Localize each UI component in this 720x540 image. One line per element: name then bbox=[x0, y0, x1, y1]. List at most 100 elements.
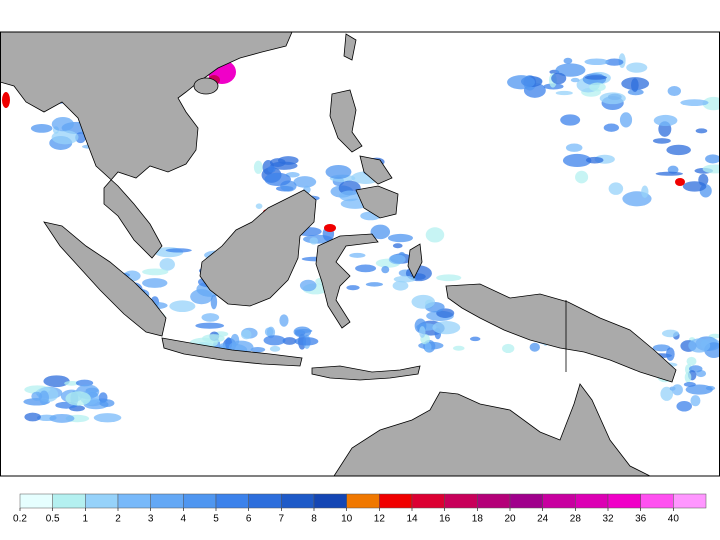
colorbar-label: 8 bbox=[311, 514, 317, 525]
rain-cell bbox=[165, 248, 192, 253]
rain-cell bbox=[627, 88, 644, 96]
rain-cell bbox=[605, 58, 624, 66]
colorbar-box bbox=[542, 493, 576, 509]
colorbar-label: 5 bbox=[213, 514, 219, 525]
rain-cell bbox=[299, 279, 317, 292]
rain-core bbox=[2, 92, 10, 108]
rain-cell bbox=[652, 138, 671, 144]
rain-cell bbox=[660, 386, 674, 401]
colorbar-box bbox=[379, 493, 413, 509]
rain-cell bbox=[142, 268, 169, 276]
rain-cell bbox=[584, 58, 609, 66]
rain-cell bbox=[683, 382, 696, 387]
colorbar-label: 40 bbox=[668, 514, 680, 525]
rain-cell bbox=[665, 347, 675, 361]
colorbar-box bbox=[215, 493, 249, 509]
colorbar-box bbox=[575, 493, 609, 509]
colorbar-box bbox=[346, 493, 380, 509]
rain-cell bbox=[680, 99, 709, 107]
colorbar-box bbox=[313, 493, 347, 509]
rain-cell bbox=[565, 143, 583, 152]
rain-cell bbox=[469, 336, 481, 342]
rain-cell bbox=[365, 282, 383, 287]
rain-cell bbox=[381, 265, 390, 274]
colorbar: 0.2 0.5 1 2 3 4 5 6 7 8 10 12 14 16 18 20 24 28 32 36 40 bbox=[13, 493, 707, 525]
rain-cell bbox=[195, 322, 225, 329]
rain-cell bbox=[190, 289, 213, 305]
colorbar-box bbox=[509, 493, 543, 509]
mindanao bbox=[355, 185, 399, 219]
rain-cell bbox=[51, 116, 74, 132]
rain-cell bbox=[293, 176, 317, 188]
rain-cell bbox=[589, 82, 606, 92]
colorbar-box bbox=[117, 493, 151, 509]
colorbar-label: 6 bbox=[246, 514, 252, 525]
colorbar-box bbox=[248, 493, 282, 509]
rain-cell bbox=[666, 144, 691, 156]
colorbar-label: 12 bbox=[374, 514, 386, 525]
rain-cell bbox=[93, 413, 122, 423]
borneo bbox=[199, 189, 317, 307]
colorbar-box bbox=[673, 493, 707, 509]
rain-cell bbox=[690, 395, 701, 407]
colorbar-label: 18 bbox=[472, 514, 484, 525]
colorbar-label: 36 bbox=[635, 514, 647, 525]
rain-cell bbox=[43, 375, 70, 388]
rain-cell bbox=[671, 384, 683, 396]
colorbar-box bbox=[411, 493, 445, 509]
rain-cell bbox=[264, 172, 292, 187]
rain-cell bbox=[349, 252, 366, 258]
rain-cell bbox=[652, 344, 671, 352]
rain-cell bbox=[436, 274, 462, 282]
rain-cell bbox=[294, 337, 319, 346]
rain-cell bbox=[570, 77, 580, 83]
colorbar-label: 1 bbox=[83, 514, 89, 525]
colorbar-box bbox=[183, 493, 217, 509]
colorbar-box bbox=[607, 493, 641, 509]
rain-cell bbox=[584, 75, 607, 80]
colorbar-box bbox=[477, 493, 511, 509]
colorbar-label: 14 bbox=[406, 514, 418, 525]
rain-cell bbox=[393, 275, 416, 283]
rain-cell bbox=[563, 57, 573, 64]
rain-core bbox=[324, 224, 336, 232]
rain-cell bbox=[653, 114, 678, 127]
rain-cell bbox=[608, 182, 624, 195]
rain-cell bbox=[240, 329, 252, 340]
rain-cell bbox=[682, 181, 707, 192]
rain-cell bbox=[619, 112, 633, 128]
rain-cell bbox=[370, 224, 391, 240]
rain-cell bbox=[253, 160, 263, 174]
colorbar-box bbox=[281, 493, 315, 509]
colorbar-label: 2 bbox=[115, 514, 121, 525]
rain-cell bbox=[507, 75, 535, 90]
rain-cell bbox=[686, 356, 697, 366]
rain-cell bbox=[667, 86, 682, 97]
australia bbox=[333, 383, 651, 477]
rain-cell bbox=[279, 314, 289, 327]
colorbar-label: 10 bbox=[341, 514, 353, 525]
rain-cell bbox=[705, 154, 720, 164]
rain-cell bbox=[631, 78, 639, 92]
map bbox=[0, 31, 720, 477]
rain-cell bbox=[702, 96, 720, 111]
luzon bbox=[329, 89, 363, 153]
rain-cell bbox=[325, 164, 352, 179]
rain-cell bbox=[502, 343, 515, 354]
rain-cell bbox=[309, 237, 319, 245]
rain-cell bbox=[65, 391, 91, 406]
rain-cell bbox=[210, 294, 218, 310]
rain-cell bbox=[555, 90, 573, 96]
rain-cell bbox=[684, 371, 692, 383]
rain-cell bbox=[562, 153, 592, 168]
rain-cell bbox=[202, 334, 225, 343]
colorbar-label: 0.2 bbox=[13, 514, 27, 525]
rain-cell bbox=[142, 278, 168, 288]
rain-cell bbox=[676, 400, 692, 412]
colorbar-label: 32 bbox=[602, 514, 614, 525]
rain-cell bbox=[661, 329, 679, 338]
rain-cell bbox=[685, 384, 713, 395]
java bbox=[161, 337, 303, 367]
visayas bbox=[359, 155, 393, 185]
